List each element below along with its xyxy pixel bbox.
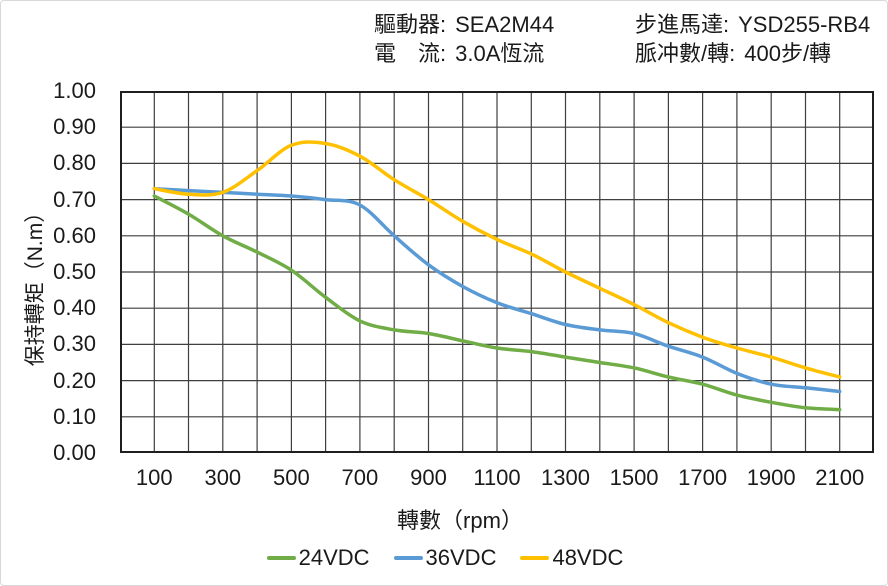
series-24vdc-line [152,194,842,412]
driver-value: SEA2M44 [455,12,555,37]
x-tick-label: 300 [204,465,242,490]
x-tick-label: 1300 [541,465,590,490]
legend-item-48vdc: 48VDC [520,545,623,571]
plot-area [120,91,874,453]
legend-item-36vdc: 36VDC [393,545,497,571]
x-tick-label: 2100 [815,465,865,490]
y-tick-label: 0.60 [53,222,96,248]
legend-swatch-24vdc [266,556,296,560]
current-row: 電 流: 3.0A恆流 [374,39,554,68]
y-tick-label: 0.10 [53,403,96,429]
motor-label: 步進馬達: [635,12,730,37]
y-tick-label: 0.20 [53,367,96,393]
motor-row: 步進馬達: YSD255-RB4 [635,10,870,39]
pulses-per-rev-row: 脈冲數/轉: 400步/轉 [635,39,870,68]
y-tick-label: 0.80 [53,150,96,176]
y-tick-label: 0.50 [53,259,96,284]
pulses-per-rev-value: 400步/轉 [744,41,832,66]
x-axis-title: 轉數（rpm） [397,508,523,533]
legend-label: 48VDC [552,545,624,570]
x-tick-label: 100 [135,465,173,490]
series-48vdc-line [152,140,842,379]
y-tick-label: 0.00 [53,440,96,465]
legend: 24VDC 36VDC 48VDC [1,545,887,571]
y-tick-label: 0.40 [53,295,96,321]
y-tick-label: 0.70 [53,186,96,212]
header-column-right: 步進馬達: YSD255-RB4 脈冲數/轉: 400步/轉 [635,10,870,68]
legend-label: 24VDC [298,545,370,570]
legend-swatch-36vdc [393,556,423,560]
series-36vdc-line [152,186,842,394]
x-tick-label: 1700 [678,465,728,490]
current-value: 3.0A恆流 [455,41,545,66]
x-tick-label: 1100 [473,465,521,490]
x-tick-label: 1900 [746,465,796,490]
y-tick-label: 0.90 [53,114,96,140]
y-axis-title: 保持轉矩（N.m） [24,201,47,367]
legend-swatch-48vdc [520,556,550,560]
plot-border [120,91,874,453]
current-label: 電 流: [374,41,447,66]
y-tick-label: 0.30 [53,331,96,357]
x-tick-label: 1500 [609,465,659,490]
legend-item-24vdc: 24VDC [266,545,370,571]
x-tick-label: 700 [341,465,379,490]
driver-row: 驅動器: SEA2M44 [374,10,554,39]
x-tick-label: 900 [410,465,447,490]
x-tick-label: 500 [273,465,310,490]
motor-value: YSD255-RB4 [738,12,871,37]
legend-label: 36VDC [425,545,497,570]
y-tick-label: 1.00 [53,78,96,103]
header-column-left: 驅動器: SEA2M44 電 流: 3.0A恆流 [374,10,554,68]
driver-label: 驅動器: [374,12,447,37]
pulses-per-rev-label: 脈冲數/轉: [635,41,736,66]
